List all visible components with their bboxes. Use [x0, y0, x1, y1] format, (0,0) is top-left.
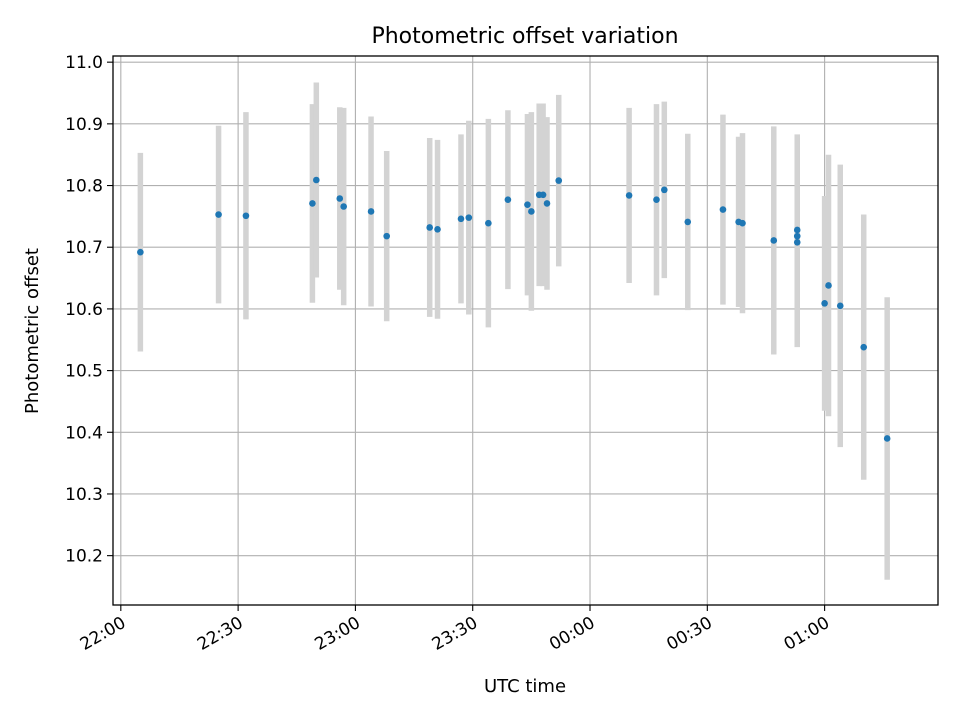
data-point [684, 218, 692, 226]
data-point [555, 177, 563, 184]
data-point [434, 226, 441, 233]
y-tick-label: 10.7 [65, 238, 103, 258]
data-point [770, 237, 778, 244]
y-tick-label: 10.2 [65, 547, 103, 567]
chart-title: Photometric offset variation [371, 24, 678, 49]
data-point [625, 192, 633, 199]
data-point [661, 186, 668, 194]
data-point [836, 302, 844, 310]
y-tick-label: 10.6 [65, 300, 103, 320]
data-point [313, 176, 320, 184]
y-tick-label: 10.9 [65, 115, 103, 135]
y-tick-label: 10.4 [65, 423, 103, 443]
data-point [524, 201, 531, 208]
y-tick-label: 10.3 [65, 485, 103, 505]
y-axis-label: Photometric offset [22, 248, 43, 414]
data-point [457, 215, 465, 223]
data-point [793, 226, 801, 234]
data-point [860, 343, 868, 351]
data-point [340, 203, 347, 210]
data-point [309, 200, 316, 207]
data-point [504, 196, 512, 204]
data-point [465, 214, 473, 221]
data-point [543, 200, 551, 207]
data-point [426, 224, 434, 231]
data-point [137, 248, 144, 256]
data-points [137, 176, 891, 442]
data-point [719, 206, 727, 213]
data-point [215, 211, 222, 218]
data-point [793, 232, 801, 240]
y-axis-ticks: 10.2 10.3 10.4 10.5 10.6 10.7 10.8 10.9 11.0 [65, 53, 113, 567]
y-tick-label: 10.5 [65, 362, 103, 382]
data-point [739, 219, 746, 227]
data-point [821, 300, 828, 307]
data-point [367, 208, 375, 215]
data-point [825, 282, 832, 289]
data-point [242, 212, 250, 220]
data-point [793, 238, 801, 246]
data-point [485, 219, 492, 227]
data-point [539, 191, 547, 199]
data-point [383, 232, 390, 240]
axes-frame [112, 55, 939, 606]
data-point [653, 196, 660, 204]
data-point [528, 208, 535, 215]
data-point [336, 195, 344, 202]
y-tick-label: 10.8 [65, 177, 103, 197]
x-axis-label: UTC time [484, 676, 566, 697]
y-tick-label: 11.0 [65, 53, 103, 73]
data-point [883, 435, 891, 442]
